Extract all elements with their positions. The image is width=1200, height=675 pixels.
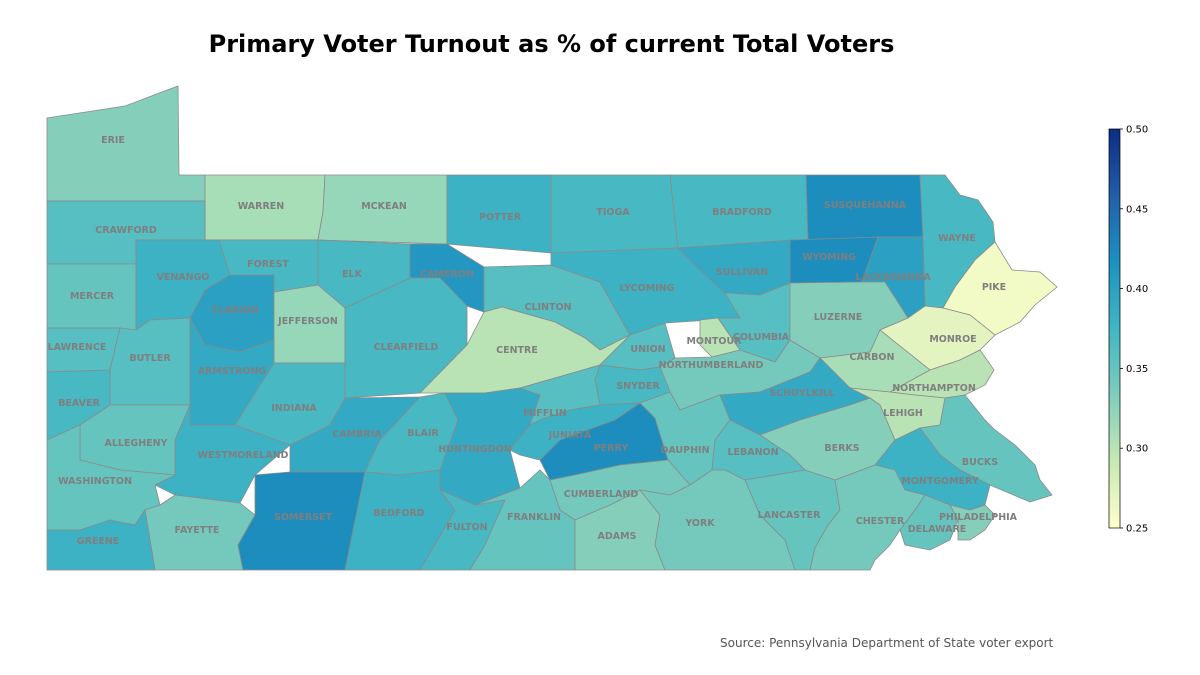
county-label-clearfield: CLEARFIELD — [374, 342, 439, 353]
county-label-bucks: BUCKS — [962, 457, 998, 468]
county-label-schuylkill: SCHUYLKILL — [769, 388, 834, 399]
county-label-butler: BUTLER — [129, 353, 171, 364]
county-label-chester: CHESTER — [856, 516, 905, 527]
colorbar-tick-label: 0.50 — [1126, 125, 1148, 136]
county-label-bradford: BRADFORD — [712, 207, 772, 218]
source-note: Source: Pennsylvania Department of State… — [720, 636, 1054, 650]
county-label-northumberland: NORTHUMBERLAND — [659, 360, 764, 371]
county-label-jefferson: JEFFERSON — [277, 316, 338, 327]
county-label-crawford: CRAWFORD — [95, 225, 157, 236]
county-chester — [809, 464, 926, 571]
county-label-cambria: CAMBRIA — [332, 429, 382, 440]
county-label-clarion: CLARION — [211, 305, 258, 316]
county-label-erie: ERIE — [101, 135, 125, 146]
county-label-carbon: CARBON — [850, 352, 895, 363]
county-label-greene: GREENE — [77, 536, 120, 547]
county-label-luzerne: LUZERNE — [814, 312, 863, 323]
county-label-forest: FOREST — [247, 259, 289, 270]
county-philadelphia — [949, 504, 996, 541]
county-label-cameron: CAMERON — [420, 269, 474, 280]
county-layer — [46, 85, 1058, 571]
county-label-franklin: FRANKLIN — [507, 512, 561, 523]
county-label-clinton: CLINTON — [524, 302, 571, 313]
county-shape — [317, 174, 448, 245]
colorbar-tick-label: 0.25 — [1126, 524, 1148, 535]
county-label-mifflin: MIFFLIN — [523, 408, 567, 419]
county-label-elk: ELK — [342, 269, 363, 280]
county-label-berks: BERKS — [824, 443, 859, 454]
county-label-beaver: BEAVER — [58, 398, 100, 409]
county-label-monroe: MONROE — [929, 334, 976, 345]
county-shape — [949, 504, 996, 541]
county-label-somerset: SOMERSET — [274, 512, 333, 523]
colorbar: 0.25 0.30 0.35 0.40 0.45 0.50 — [1108, 125, 1148, 535]
county-shape — [46, 85, 206, 202]
colorbar-tick-label: 0.45 — [1126, 204, 1148, 215]
county-label-mercer: MERCER — [70, 291, 115, 302]
county-shape — [942, 241, 1058, 336]
county-label-layer: ERIE WARREN MCKEAN POTTER TIOGA BRADFORD SUSQU… — [48, 135, 1018, 547]
colorbar-tick-label: 0.30 — [1126, 444, 1148, 455]
county-label-wayne: WAYNE — [938, 233, 976, 244]
county-label-philadelphia: PHILADELPHIA — [939, 512, 1018, 523]
county-label-washington: WASHINGTON — [58, 476, 132, 487]
county-label-snyder: SNYDER — [616, 381, 660, 392]
county-label-venango: VENANGO — [157, 272, 210, 283]
county-label-perry: PERRY — [594, 443, 629, 454]
county-shape — [46, 508, 156, 571]
county-label-huntingdon: HUNTINGDON — [438, 444, 511, 455]
county-label-montgomery: MONTGOMERY — [901, 476, 979, 487]
county-mckean — [317, 174, 448, 245]
colorbar-tick-label: 0.35 — [1126, 364, 1148, 375]
county-label-allegheny: ALLEGHENY — [104, 438, 167, 449]
county-label-tioga: TIOGA — [596, 207, 630, 218]
county-label-indiana: INDIANA — [271, 403, 317, 414]
county-label-fulton: FULTON — [446, 522, 487, 533]
county-label-juniata: JUNIATA — [548, 430, 592, 441]
county-label-potter: POTTER — [479, 212, 522, 223]
county-label-lehigh: LEHIGH — [883, 408, 923, 419]
county-label-lawrence: LAWRENCE — [48, 342, 107, 353]
county-label-armstrong: ARMSTRONG — [198, 366, 267, 377]
county-label-warren: WARREN — [238, 201, 285, 212]
county-label-fayette: FAYETTE — [175, 525, 220, 536]
county-label-centre: CENTRE — [496, 345, 538, 356]
county-label-columbia: COLUMBIA — [733, 332, 790, 343]
county-label-lancaster: LANCASTER — [758, 510, 821, 521]
colorbar-ramp — [1108, 128, 1121, 529]
county-label-westmoreland: WESTMORELAND — [198, 450, 289, 461]
colorbar-tick-label: 0.40 — [1126, 284, 1148, 295]
county-label-bedford: BEDFORD — [373, 508, 424, 519]
county-greene — [46, 508, 156, 571]
county-label-cumberland: CUMBERLAND — [564, 489, 639, 500]
county-label-mckean: MCKEAN — [361, 201, 407, 212]
county-label-northampton: NORTHAMPTON — [892, 383, 976, 394]
county-label-blair: BLAIR — [407, 428, 439, 439]
county-erie — [46, 85, 206, 202]
county-huntingdon — [439, 387, 541, 506]
county-label-york: YORK — [684, 518, 715, 529]
county-shape — [439, 387, 541, 506]
county-label-delaware: DELAWARE — [908, 524, 967, 535]
county-pike — [942, 241, 1058, 336]
county-label-sullivan: SULLIVAN — [716, 267, 768, 278]
county-label-lycoming: LYCOMING — [620, 283, 675, 294]
colorbar-ticks: 0.25 0.30 0.35 0.40 0.45 0.50 — [1120, 125, 1148, 535]
county-label-pike: PIKE — [982, 282, 1006, 293]
county-label-dauphin: DAUPHIN — [660, 445, 709, 456]
county-label-montour: MONTOUR — [686, 336, 742, 347]
county-label-susquehanna: SUSQUEHANNA — [824, 200, 907, 211]
county-label-union: UNION — [630, 344, 665, 355]
county-label-adams: ADAMS — [598, 531, 637, 542]
county-shape — [809, 464, 926, 571]
county-label-lebanon: LEBANON — [727, 447, 778, 458]
county-label-lackawanna: LACKAWANNA — [855, 272, 931, 283]
county-label-wyoming: WYOMING — [802, 252, 856, 263]
map-title: Primary Voter Turnout as % of current To… — [208, 30, 895, 58]
